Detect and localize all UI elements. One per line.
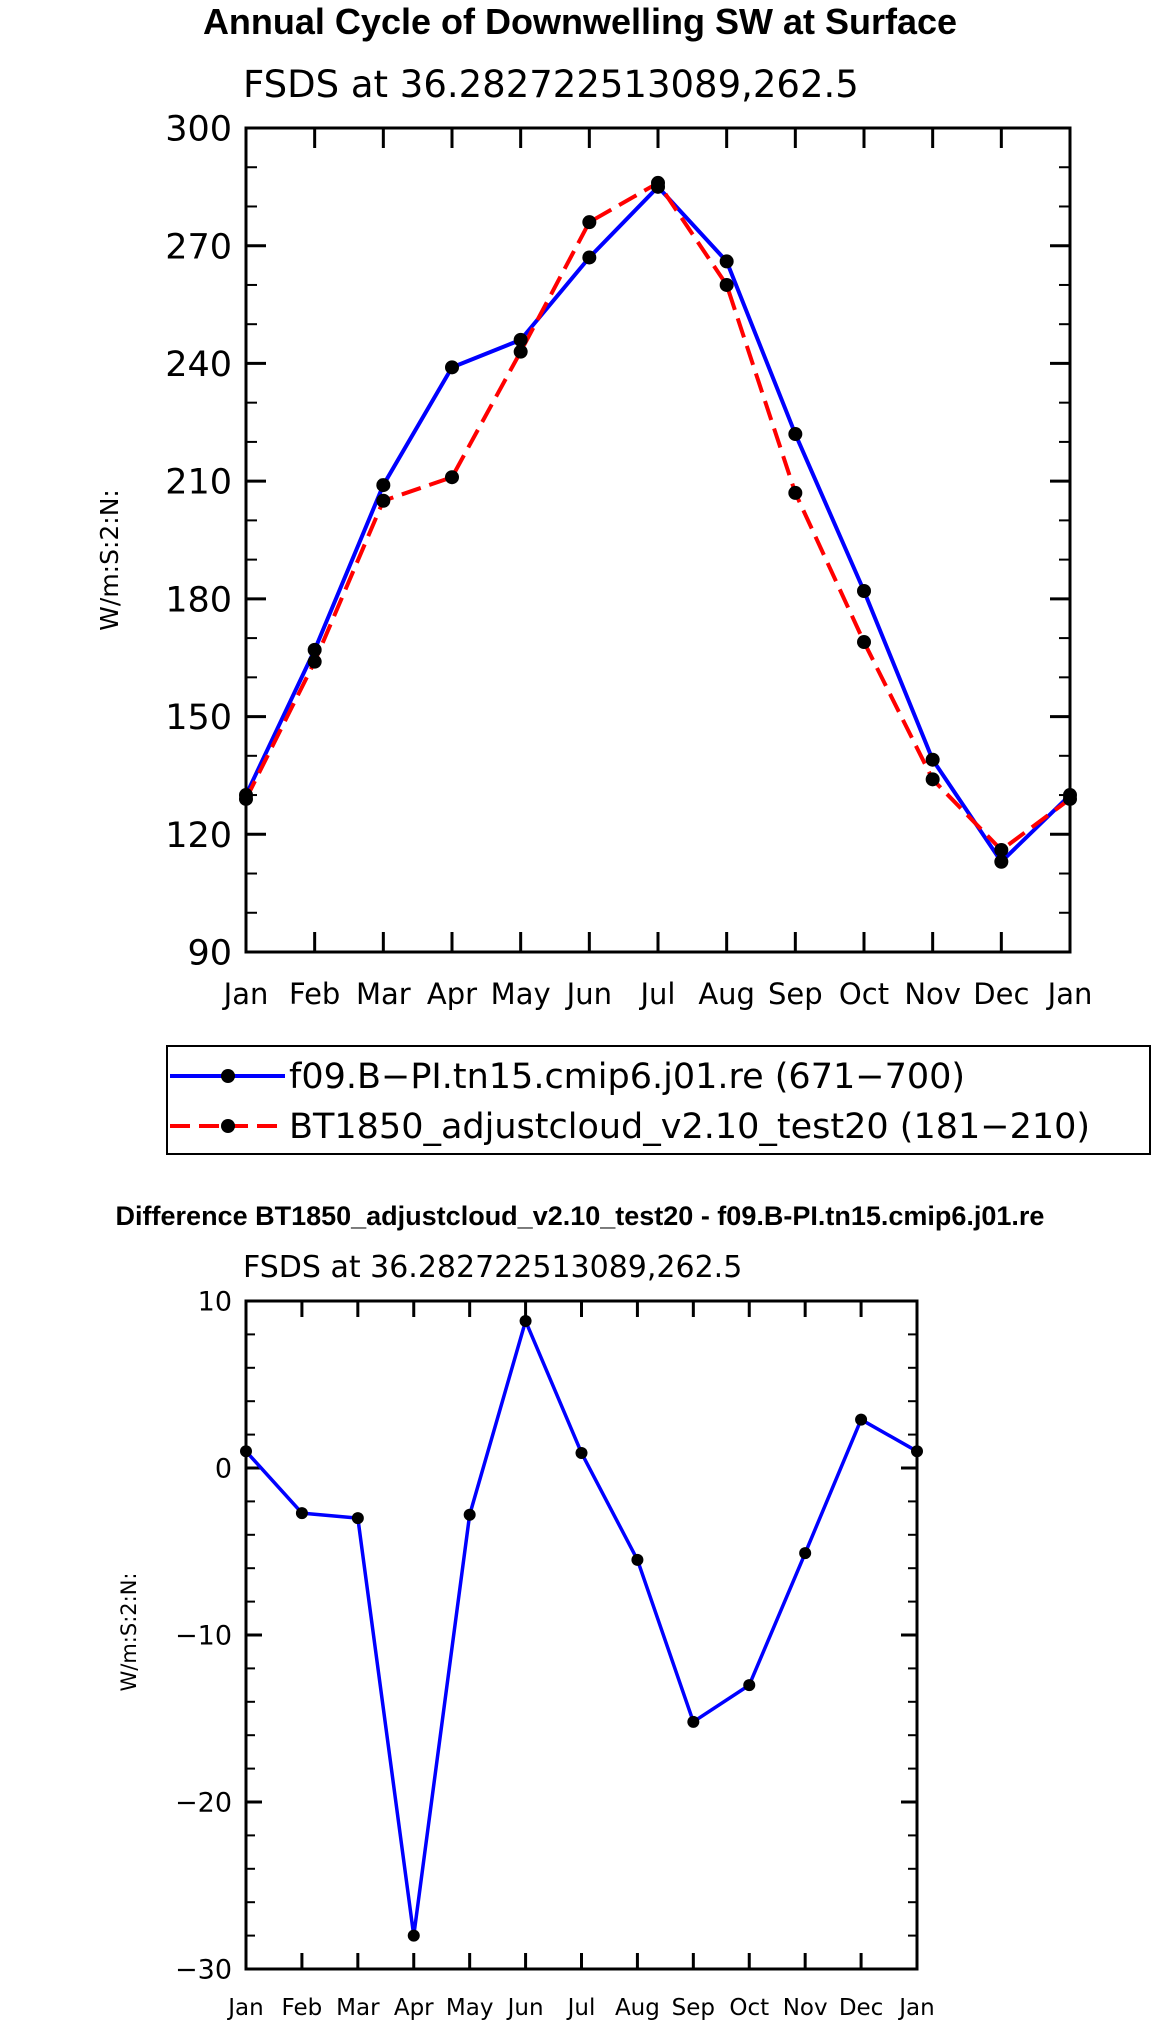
difference-chart: Difference BT1850_adjustcloud_v2.10_test… [116,1201,1045,2021]
c1-series-1-point [376,478,391,493]
c1-xtick-label: Sep [768,977,823,1011]
c1-xtick-label: Jun [565,977,612,1011]
chart1-title: Annual Cycle of Downwelling SW at Surfac… [203,1,957,42]
c1-series-1-point [719,254,734,269]
c1-series-2-point [239,791,253,806]
c2-series-1-point [855,1413,868,1426]
c2-series-1-point [911,1445,923,1458]
legend-marker-series-1 [221,1069,235,1083]
c2-series-1-point [407,1929,420,1942]
c2-xtick-label: Mar [336,1995,380,2021]
c1-series-2-point [513,344,528,359]
c2-xtick-label: Dec [839,1995,884,2021]
c2-xtick-label: Nov [783,1995,828,2021]
c1-ytick-label: 240 [165,345,232,385]
c1-xtick-label: May [491,977,551,1011]
chart1-y-axis-label: W/m:S:2:N: [95,489,124,631]
c2-xtick-label: May [446,1995,494,2021]
c1-series-1-point [857,584,871,599]
c2-xtick-label: Jan [897,1995,934,2021]
c2-series-1-point [687,1715,700,1728]
c1-series-2-point [1063,791,1077,806]
c1-ytick-label: 180 [165,580,232,620]
c2-series-1-point [295,1507,308,1520]
c2-xtick-label: Sep [672,1995,715,2021]
c1-series-1-point [307,642,322,657]
c1-ytick-label: 270 [165,227,232,267]
c1-xtick-label: Aug [698,977,755,1011]
c1-series-1-point [925,752,940,767]
c2-series-1-point [240,1445,252,1458]
c1-ytick-label: 150 [165,698,232,738]
c1-ytick-label: 120 [165,816,232,856]
c2-series-1-point [575,1446,588,1459]
legend-box [166,1045,1151,1155]
c1-series-1-point [994,854,1009,869]
c1-xtick-label: Oct [839,977,889,1011]
c1-series-2-point [925,772,940,787]
c1-series-2-point [719,277,734,292]
c1-ytick-label: 90 [187,934,232,974]
c2-ytick-label: 10 [198,1287,232,1318]
c1-xtick-label: Jan [1046,977,1093,1011]
c1-xtick-label: Jul [639,977,676,1011]
c1-series-2-point [445,470,459,485]
chart1-subtitle: FSDS at 36.282722513089,262.5 [243,63,859,106]
c1-xtick-label: Nov [904,977,961,1011]
chart1-legend: f09.B−PI.tn15.cmip6.j01.re (671−700) BT1… [166,1045,1151,1155]
c1-series-2-point [857,635,871,650]
c2-series-1-line [244,1319,918,1938]
c1-series-2-point [788,485,803,500]
c2-xtick-label: Jun [506,1995,544,2021]
chart2-subtitle: FSDS at 36.282722513089,262.5 [243,1250,742,1285]
c1-series-1-point [513,332,528,347]
c1-series-1-point [788,427,803,442]
c1-series-2-point [994,842,1009,857]
c2-series-1-point [743,1679,756,1692]
c2-series-1-point [631,1553,644,1566]
c2-xtick-label: Jul [566,1995,596,2021]
c1-series-2-point [651,175,665,190]
chart2-y-axis-label: W/m:S:2:N: [117,1573,141,1692]
c2-xtick-label: Jan [226,1995,263,2021]
c1-series-1-point [582,250,597,265]
c1-series-1-line [244,184,1072,864]
c2-plot-frame [244,1299,919,1971]
c2-xtick-label: Oct [729,1995,769,2021]
c2-ytick-label: −30 [175,1955,232,1986]
c2-series-1-point [799,1547,812,1560]
c2-ytick-label: −10 [175,1621,232,1652]
c2-series-1-point [519,1315,532,1328]
legend-label-series-2: BT1850_adjustcloud_v2.10_test20 (181−210… [289,1107,1090,1147]
c2-xtick-label: Apr [394,1995,434,2021]
c2-series-1-point [463,1508,476,1521]
c1-xtick-label: Apr [427,977,477,1011]
legend-marker-series-2 [221,1119,235,1133]
chart2-title: Difference BT1850_adjustcloud_v2.10_test… [116,1201,1045,1231]
c2-ytick-label: −20 [175,1788,232,1819]
c2-xtick-label: Feb [282,1995,323,2021]
c1-xtick-label: Jan [222,977,269,1011]
c2-xtick-label: Aug [615,1995,660,2021]
c1-series-2-point [376,493,391,508]
legend-label-series-1: f09.B−PI.tn15.cmip6.j01.re (671−700) [289,1057,965,1097]
c1-plot-frame [244,126,1072,954]
c1-xtick-label: Feb [289,977,340,1011]
c1-ytick-label: 210 [165,463,232,503]
c1-series-1-point [445,360,459,375]
c2-ytick-label: 0 [215,1454,232,1485]
c1-series-2-point [307,654,322,669]
c2-series-1-point [351,1512,364,1525]
c1-xtick-label: Dec [973,977,1029,1011]
c1-series-2-point [582,215,597,230]
annual-cycle-chart: Annual Cycle of Downwelling SW at Surfac… [95,1,1151,1155]
c1-ytick-label: 300 [165,110,232,150]
c1-xtick-label: Mar [356,977,411,1011]
